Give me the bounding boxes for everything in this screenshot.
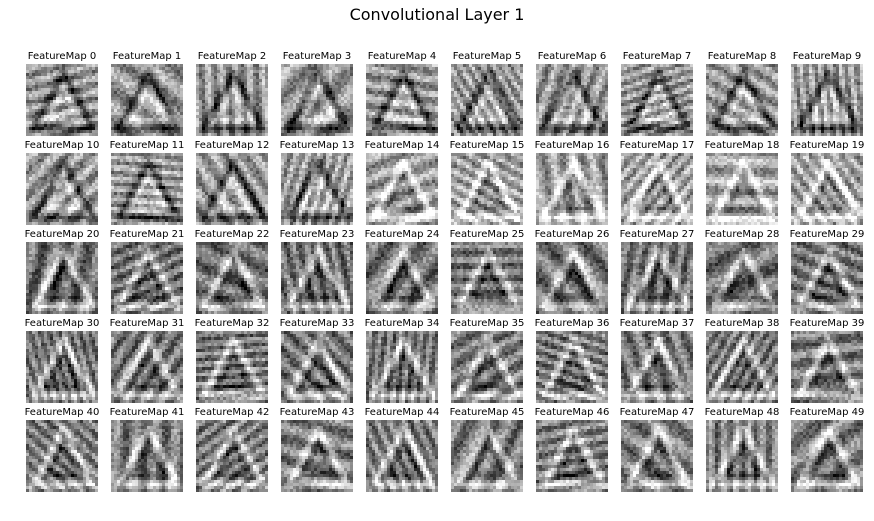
feature-map-image [26,331,98,403]
feature-map-image [791,64,863,136]
feature-map-image [281,64,353,136]
feature-map-image [451,153,523,225]
feature-map-image [111,153,183,225]
feature-map-image [111,242,183,314]
feature-map-image [536,64,608,136]
feature-map-image [196,64,268,136]
feature-map-image [536,242,608,314]
feature-map-image [196,153,268,225]
feature-map-image [111,420,183,492]
figure-title: Convolutional Layer 1 [0,5,874,24]
feature-map-image [111,64,183,136]
feature-map-image [451,331,523,403]
feature-map-image [621,64,693,136]
feature-map-image [26,64,98,136]
feature-map-title: FeatureMap 9 [777,51,874,63]
feature-map-image [451,420,523,492]
feature-map-image [451,242,523,314]
feature-map-image [26,153,98,225]
feature-map-image [621,153,693,225]
feature-map-image [111,331,183,403]
feature-map-title: FeatureMap 19 [777,140,874,152]
feature-map-image [281,242,353,314]
feature-map-image [281,153,353,225]
feature-map-image [366,242,438,314]
feature-map-image [706,242,778,314]
feature-map-image [706,420,778,492]
feature-map-image [791,331,863,403]
feature-map-image [706,153,778,225]
feature-map-image [706,64,778,136]
feature-map-title: FeatureMap 39 [777,318,874,330]
feature-map-title: FeatureMap 29 [777,229,874,241]
feature-map-image [281,331,353,403]
feature-map-title: FeatureMap 49 [777,407,874,419]
feature-map-image [621,242,693,314]
feature-map-image [451,64,523,136]
feature-map-image [366,64,438,136]
feature-map-image [26,420,98,492]
feature-map-image [366,153,438,225]
feature-map-image [196,420,268,492]
feature-map-image [196,242,268,314]
feature-map-image [536,420,608,492]
feature-map-image [366,420,438,492]
feature-map-image [536,331,608,403]
feature-map-image [196,331,268,403]
feature-map-image [366,331,438,403]
feature-map-image [791,242,863,314]
feature-map-image [706,331,778,403]
feature-map-image [536,153,608,225]
feature-map-image [621,331,693,403]
feature-map-image [791,153,863,225]
feature-map-image [791,420,863,492]
feature-map-image [621,420,693,492]
feature-map-image [26,242,98,314]
feature-map-image [281,420,353,492]
